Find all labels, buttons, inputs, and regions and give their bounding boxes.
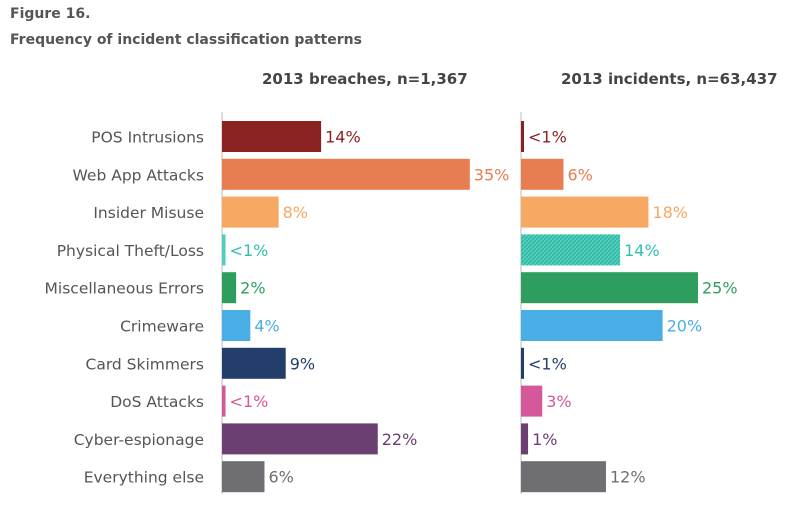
- incidents-bar: [521, 423, 529, 455]
- breaches-value-label: 6%: [268, 468, 293, 487]
- incidents-value-label: 6%: [567, 165, 592, 184]
- breaches-bar: [222, 385, 226, 417]
- breaches-bar: [222, 121, 322, 152]
- category-label: Web App Attacks: [73, 166, 205, 184]
- incidents-value-label: 18%: [652, 203, 688, 222]
- figure-title: Frequency of incident classification pat…: [10, 32, 362, 48]
- incidents-bar: [521, 461, 606, 493]
- breaches-value-label: <1%: [230, 241, 269, 260]
- category-label: Insider Misuse: [93, 204, 204, 222]
- incidents-value-label: 12%: [610, 468, 646, 487]
- category-label: Everything else: [84, 469, 204, 487]
- breaches-value-label: 35%: [474, 165, 510, 184]
- incidents-value-label: 1%: [532, 430, 557, 449]
- breaches-panel-title: 2013 breaches, n=1,367: [262, 70, 468, 88]
- category-label: POS Intrusions: [91, 129, 204, 147]
- incidents-bar: [521, 385, 543, 417]
- breaches-value-label: 2%: [240, 279, 265, 298]
- breaches-bar: [222, 234, 226, 266]
- category-label: Card Skimmers: [86, 355, 205, 373]
- breaches-bar: [222, 347, 286, 379]
- breaches-bar: [222, 461, 265, 493]
- breaches-bar: [222, 423, 378, 455]
- incidents-bar: [521, 158, 564, 190]
- incidents-value-label: 25%: [702, 279, 738, 298]
- breaches-bar: [222, 272, 237, 304]
- incidents-value-label: <1%: [528, 354, 567, 373]
- breaches-value-label: 14%: [325, 128, 361, 147]
- breaches-value-label: <1%: [230, 392, 269, 411]
- incidents-bar: [521, 272, 698, 304]
- incidents-value-label: 14%: [624, 241, 660, 260]
- category-label: DoS Attacks: [110, 393, 204, 411]
- category-label: Physical Theft/Loss: [57, 242, 204, 260]
- incidents-value-label: 20%: [667, 317, 703, 336]
- breaches-value-label: 4%: [254, 317, 279, 336]
- category-label: Miscellaneous Errors: [45, 280, 204, 298]
- figure-label: Figure 16.: [10, 6, 91, 22]
- incidents-value-label: 3%: [546, 392, 571, 411]
- breaches-value-label: 9%: [290, 354, 315, 373]
- breaches-value-label: 8%: [283, 203, 308, 222]
- incidents-bar: [521, 196, 649, 228]
- incidents-bar: [521, 121, 524, 152]
- incidents-bar: [521, 310, 663, 341]
- breaches-bar: [222, 158, 470, 190]
- breaches-bar: [222, 310, 251, 341]
- category-label: Cyber-espionage: [74, 431, 204, 449]
- category-label: Crimeware: [120, 318, 204, 336]
- incidents-bar: [521, 347, 524, 379]
- breaches-value-label: 22%: [382, 430, 418, 449]
- incidents-panel-title: 2013 incidents, n=63,437: [561, 70, 778, 88]
- incidents-value-label: <1%: [528, 128, 567, 147]
- breaches-bar: [222, 196, 279, 228]
- incidents-bar: [521, 234, 621, 266]
